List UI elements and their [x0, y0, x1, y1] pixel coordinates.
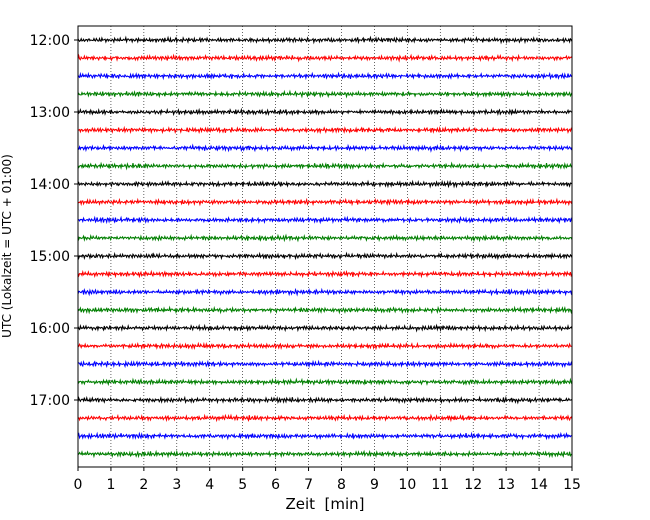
plot-background — [78, 26, 572, 467]
trace-line — [77, 269, 573, 279]
trace-line — [77, 323, 573, 333]
y-axis-ticks: 12:00 13:00 14:00 15:00 16:00 17:00 — [30, 33, 78, 409]
x-tick-label: 4 — [205, 477, 214, 493]
trace-line — [77, 251, 573, 261]
trace-line — [77, 89, 573, 99]
trace-line — [77, 341, 573, 351]
y-tick-label: 14:00 — [30, 177, 70, 193]
x-axis-label: Zeit [min] — [285, 495, 364, 513]
trace-line — [77, 179, 573, 189]
x-tick-label: 0 — [74, 477, 83, 493]
trace-line — [77, 233, 573, 243]
x-tick-label: 8 — [337, 477, 346, 493]
x-tick-label: 1 — [106, 477, 115, 493]
trace-line — [77, 395, 573, 405]
x-tick-label: 11 — [431, 477, 449, 493]
x-tick-label: 14 — [530, 477, 548, 493]
x-tick-label: 2 — [139, 477, 148, 493]
trace-line — [77, 197, 573, 207]
x-tick-label: 13 — [497, 477, 515, 493]
x-tick-label: 6 — [271, 477, 280, 493]
trace-line — [77, 377, 573, 387]
y-axis-label: UTC (Lokalzeit = UTC + 01:00) — [0, 154, 14, 338]
trace-line — [77, 431, 573, 441]
x-tick-label: 10 — [398, 477, 416, 493]
trace-line — [77, 53, 573, 63]
y-tick-label: 13:00 — [30, 105, 70, 121]
trace-line — [77, 305, 573, 315]
trace-line — [77, 71, 573, 81]
y-tick-label: 15:00 — [30, 249, 70, 265]
trace-line — [77, 107, 573, 117]
trace-line — [77, 125, 573, 135]
trace-line — [77, 359, 573, 369]
trace-line — [77, 449, 573, 459]
x-tick-label: 9 — [370, 477, 379, 493]
x-tick-label: 12 — [464, 477, 482, 493]
trace-line — [77, 143, 573, 153]
x-tick-label: 5 — [238, 477, 247, 493]
x-tick-label: 15 — [563, 477, 581, 493]
trace-line — [77, 287, 573, 297]
plot-frame — [77, 25, 573, 468]
x-tick-label: 7 — [304, 477, 313, 493]
trace-line — [77, 413, 573, 423]
x-tick-label: 3 — [172, 477, 181, 493]
trace-line — [77, 161, 573, 171]
traces — [77, 35, 573, 459]
y-tick-label: 12:00 — [30, 33, 70, 49]
y-tick-label: 16:00 — [30, 321, 70, 337]
x-axis-ticks: 0 1 2 3 4 5 6 7 8 9 10 11 12 13 14 15 — [74, 467, 581, 493]
y-tick-label: 17:00 — [30, 393, 70, 409]
trace-line — [77, 215, 573, 225]
trace-line — [77, 35, 573, 45]
